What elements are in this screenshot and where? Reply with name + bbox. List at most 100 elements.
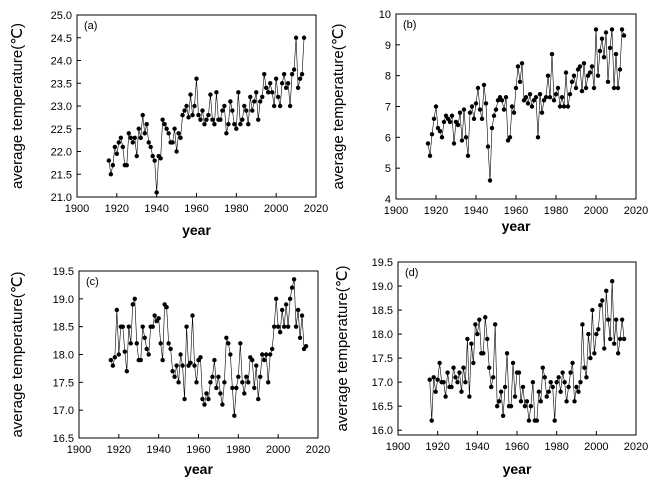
data-point: [451, 141, 457, 146]
data-point: [240, 117, 245, 122]
data-point: [178, 352, 183, 357]
data-point: [491, 113, 497, 118]
data-point: [246, 380, 251, 385]
data-point: [431, 375, 436, 380]
data-point: [537, 91, 543, 97]
data-point: [144, 122, 149, 127]
data-point: [260, 94, 265, 100]
data-point: [188, 92, 193, 97]
data-point: [457, 110, 463, 115]
data-point: [275, 94, 281, 100]
data-point: [206, 112, 211, 118]
plot-frame: [397, 261, 637, 436]
data-point: [465, 153, 471, 159]
y-tick-label: 17.5: [372, 353, 393, 365]
data-point: [110, 363, 116, 368]
data-point: [583, 85, 589, 91]
data-point: [210, 374, 215, 379]
data-point: [530, 379, 536, 385]
data-point: [238, 122, 243, 127]
y-axis-title: average temperature(℃): [9, 271, 26, 437]
y-tick-label: 24.5: [51, 33, 72, 45]
data-point: [126, 324, 131, 329]
data-point: [584, 375, 589, 380]
data-point: [596, 327, 601, 332]
x-tick-label: 1960: [504, 205, 528, 217]
data-point: [250, 357, 255, 363]
x-tick-label: 1900: [386, 441, 410, 453]
data-point: [269, 90, 275, 95]
data-point: [303, 343, 309, 349]
data-point: [299, 71, 305, 77]
data-point: [589, 64, 595, 69]
y-tick-label: 16.5: [53, 433, 74, 445]
y-tick-label: 9: [385, 40, 391, 52]
data-point: [156, 316, 161, 321]
x-tick-label: 2020: [624, 441, 648, 453]
data-point: [513, 85, 519, 91]
data-point: [544, 394, 549, 399]
data-point: [504, 351, 510, 356]
data-point: [529, 104, 535, 109]
x-tick-label: 1920: [105, 203, 129, 215]
data-point: [196, 112, 201, 118]
x-tick-label: 1960: [186, 444, 210, 456]
data-point: [483, 315, 488, 320]
data-point: [146, 352, 151, 357]
x-tick-label: 1960: [505, 441, 529, 453]
data-point: [588, 355, 593, 361]
data-point: [473, 322, 478, 327]
data-point: [481, 351, 486, 356]
data-point: [166, 131, 171, 136]
data-point: [112, 355, 118, 360]
plot-frame: [395, 13, 637, 200]
panel-label: (b): [403, 19, 416, 31]
data-point: [258, 99, 263, 104]
data-point: [619, 27, 625, 32]
data-point: [499, 98, 505, 103]
data-point: [176, 131, 181, 136]
data-point: [591, 85, 597, 91]
data-point: [178, 135, 183, 141]
data-point: [285, 81, 291, 86]
data-point: [605, 79, 611, 85]
data-point: [429, 418, 434, 423]
data-point: [615, 351, 621, 356]
data-point: [273, 296, 279, 302]
data-point: [433, 389, 438, 394]
data-point: [220, 108, 225, 113]
data-point: [548, 379, 553, 385]
data-point: [158, 156, 163, 161]
data-point: [146, 140, 151, 145]
data-point: [108, 357, 114, 363]
data-point: [576, 389, 581, 394]
data-point: [427, 153, 433, 159]
data-point: [453, 375, 458, 380]
data-point: [254, 363, 259, 368]
data-point: [615, 85, 621, 91]
data-point: [277, 103, 283, 109]
data-point: [130, 302, 135, 307]
data-point: [485, 144, 491, 149]
data-point: [554, 379, 559, 385]
data-point: [471, 116, 477, 122]
data-point: [590, 307, 595, 313]
data-point: [580, 322, 585, 327]
data-point: [445, 370, 450, 375]
data-point: [558, 389, 563, 394]
data-point: [264, 352, 269, 357]
data-point: [252, 99, 257, 104]
data-point: [577, 64, 583, 69]
data-point: [262, 71, 267, 77]
data-point: [533, 95, 539, 100]
data-point: [552, 418, 557, 423]
data-point: [200, 396, 205, 402]
data-point: [162, 122, 167, 127]
data-point: [550, 384, 555, 390]
y-tick-label: 10: [379, 9, 391, 21]
data-point: [184, 324, 189, 329]
data-point: [170, 140, 175, 145]
data-point: [200, 108, 205, 113]
data-point: [138, 357, 143, 363]
data-point: [457, 370, 462, 375]
